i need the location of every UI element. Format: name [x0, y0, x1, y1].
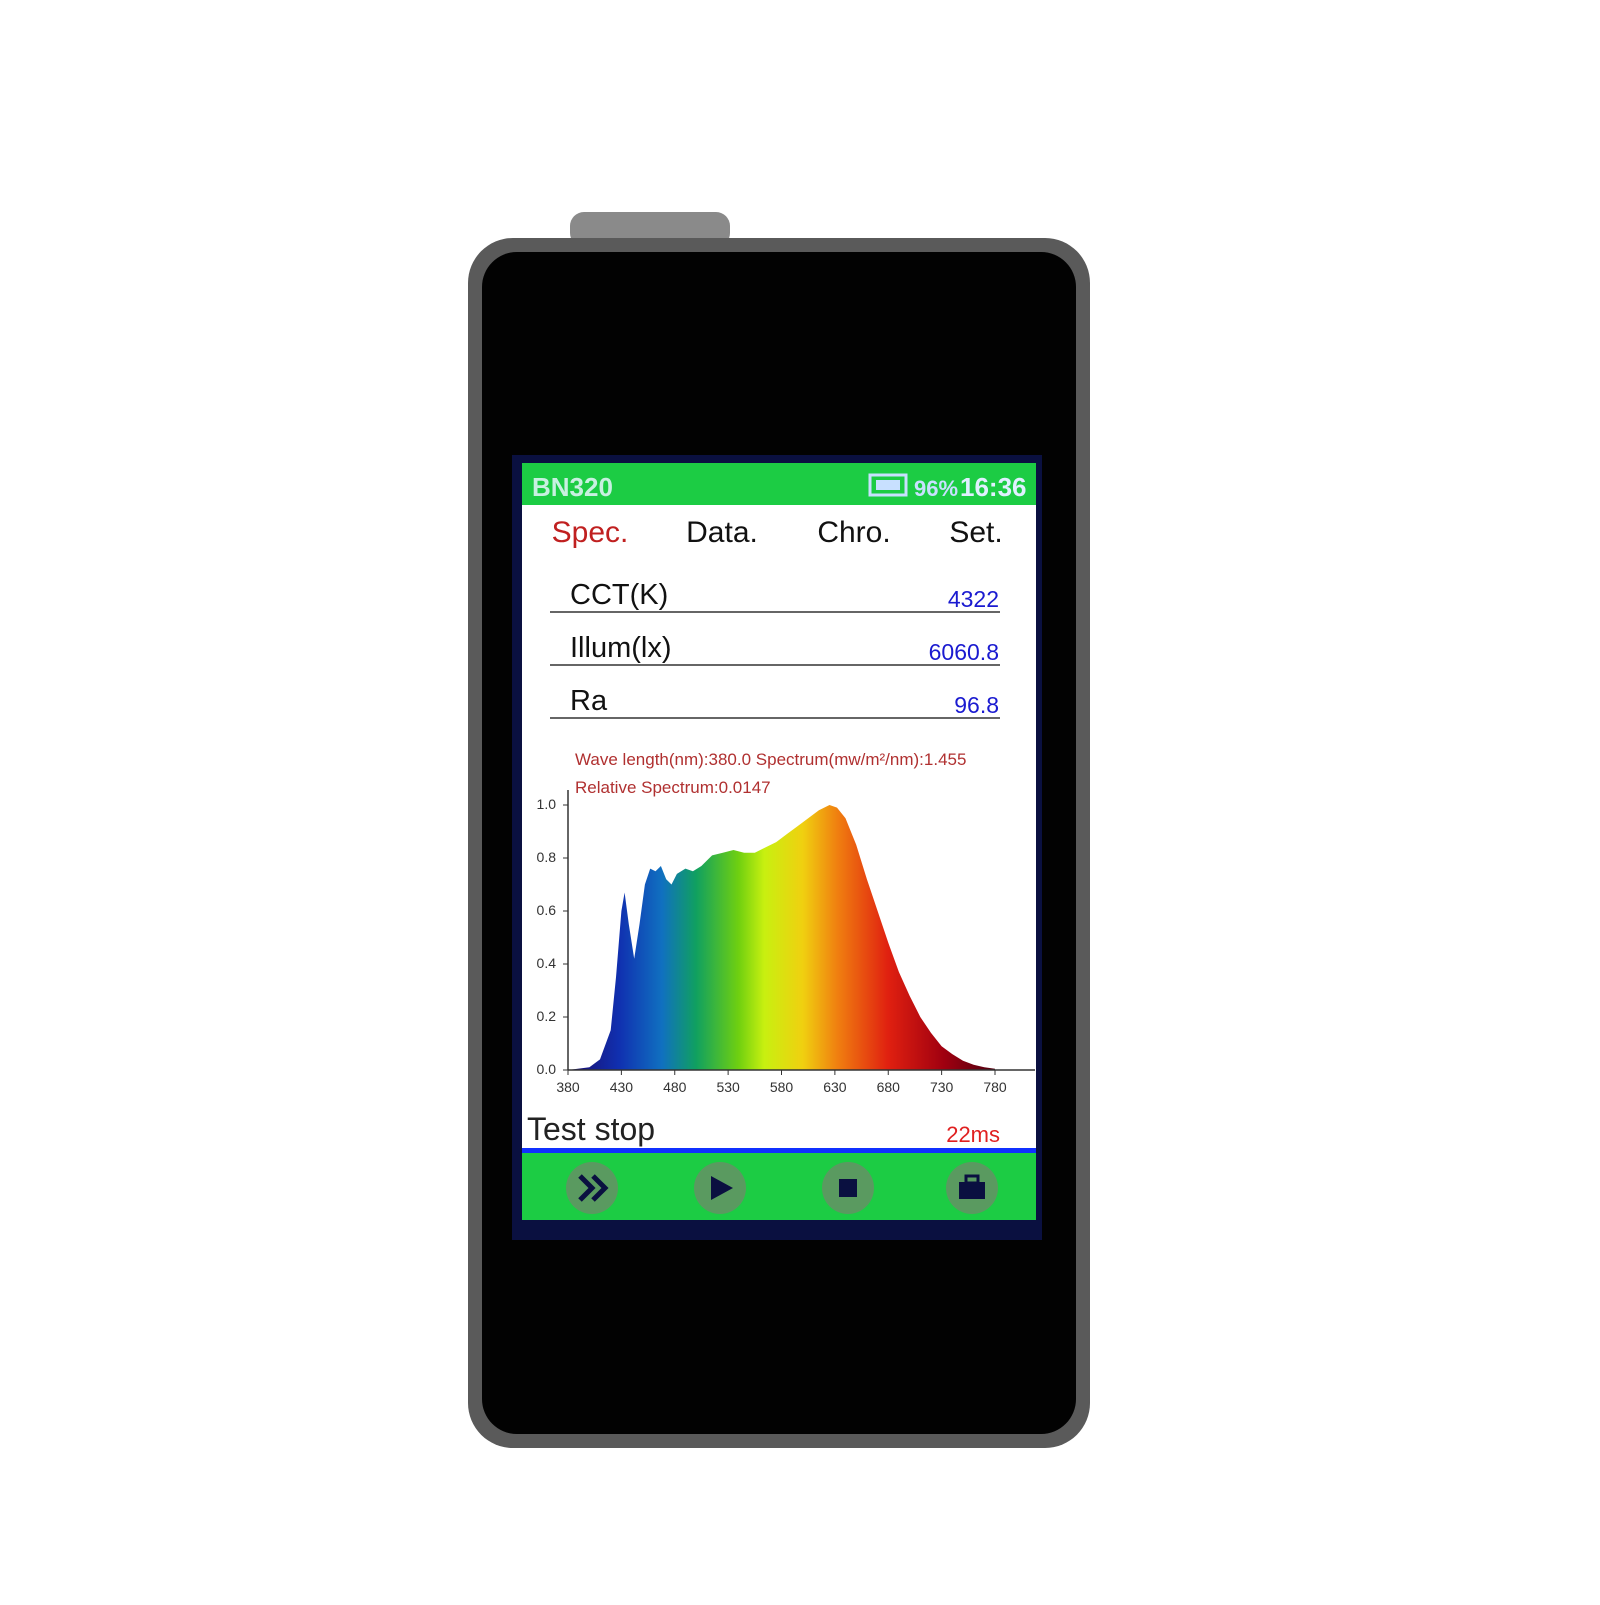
reading-label: Ra: [570, 685, 608, 717]
y-tick-label: 0.2: [537, 1008, 557, 1024]
battery-level: [876, 480, 900, 490]
reading-value: 6060.8: [929, 639, 999, 665]
x-tick-label: 630: [823, 1079, 847, 1095]
reading-label: Illum(lx): [570, 632, 672, 664]
tab[interactable]: Set.: [949, 516, 1002, 549]
battery-icon: [868, 473, 908, 497]
info-line: Wave length(nm):380.0 Spectrum(mw/m²/nm)…: [575, 750, 966, 769]
status-time: 22ms: [946, 1122, 1000, 1147]
x-tick-label: 380: [556, 1079, 580, 1095]
status-text: Test stop: [527, 1111, 655, 1147]
spectrum-area: [568, 805, 995, 1070]
button-case[interactable]: [946, 1162, 998, 1214]
x-tick-label: 780: [983, 1079, 1007, 1095]
y-tick-label: 0.0: [537, 1061, 557, 1077]
tab[interactable]: Chro.: [817, 516, 890, 549]
device-title: BN320: [532, 472, 613, 502]
readings: CCT(K) 4322 Illum(lx) 6060.8 Ra 96.8: [550, 579, 1000, 719]
x-tick-label: 530: [716, 1079, 740, 1095]
tab[interactable]: Data.: [686, 516, 758, 549]
button-forward[interactable]: [566, 1162, 618, 1214]
tab[interactable]: Spec.: [552, 516, 629, 549]
divider: [522, 1148, 1036, 1153]
spectrum-chart: 0.0 0.2 0.4 0.6 0.8 1.0 380 430 480 530 580 630 680 7…: [537, 790, 1035, 1095]
y-tick-label: 0.8: [537, 849, 557, 865]
x-tick-label: 730: [930, 1079, 954, 1095]
x-tick-label: 580: [770, 1079, 794, 1095]
button-stop[interactable]: [822, 1162, 874, 1214]
reading-value: 96.8: [954, 692, 999, 718]
clock: 16:36: [960, 472, 1027, 502]
button-play[interactable]: [694, 1162, 746, 1214]
x-tick-label: 480: [663, 1079, 687, 1095]
x-tick-label: 680: [877, 1079, 901, 1095]
y-tick-label: 0.6: [537, 902, 557, 918]
info-line: Relative Spectrum:0.0147: [575, 778, 771, 797]
battery-text: 96%: [914, 476, 958, 501]
x-tick-label: 430: [610, 1079, 634, 1095]
header-bar: [522, 463, 1036, 505]
y-tick-label: 0.4: [537, 955, 557, 971]
reading-label: CCT(K): [570, 579, 668, 611]
y-tick-label: 1.0: [537, 796, 557, 812]
reading-value: 4322: [948, 586, 999, 612]
